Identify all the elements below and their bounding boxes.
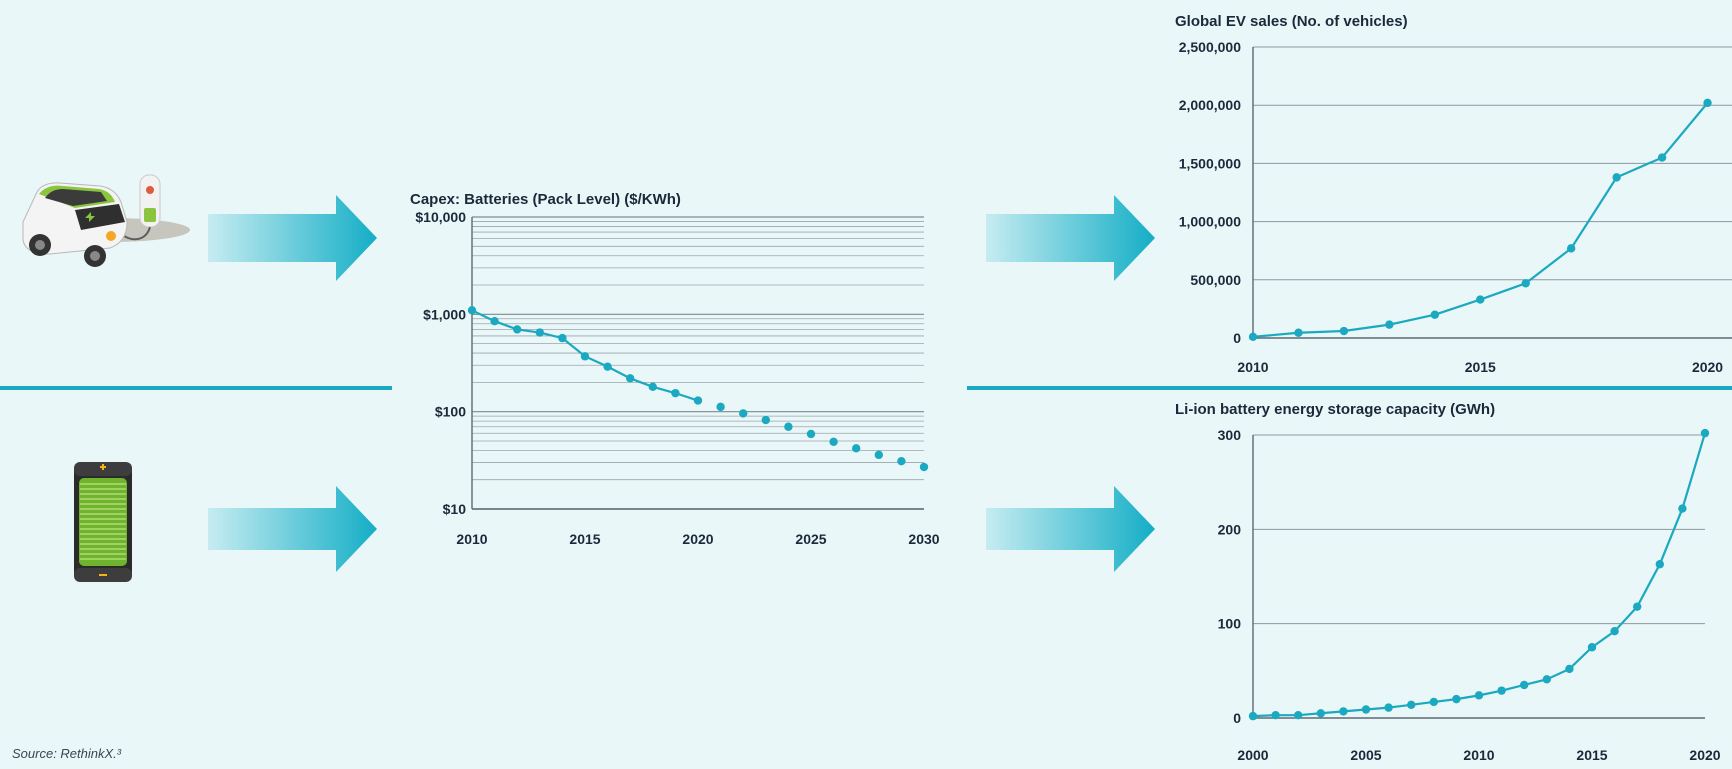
data-point <box>1565 664 1574 674</box>
data-point <box>1476 295 1485 304</box>
data-point <box>671 388 680 398</box>
data-point <box>1700 428 1710 438</box>
x-tick-label: 2010 <box>456 531 487 547</box>
data-point <box>1521 279 1530 288</box>
data-point <box>626 374 635 383</box>
data-point <box>1655 560 1664 569</box>
series-line <box>1252 432 1707 718</box>
data-point <box>1566 244 1576 253</box>
y-tick-label: 500,000 <box>1190 272 1241 288</box>
data-point <box>1703 98 1712 108</box>
x-tick-label: 2020 <box>682 531 713 547</box>
data-point <box>1430 310 1440 319</box>
y-tick-label: 200 <box>1218 521 1242 537</box>
data-point <box>761 415 770 425</box>
data-point <box>1248 711 1258 721</box>
data-point <box>558 333 567 343</box>
data-point <box>919 462 929 472</box>
data-point <box>467 306 477 315</box>
x-tick-label: 2010 <box>1463 747 1494 763</box>
data-point <box>1339 326 1349 336</box>
x-tick-label: 2020 <box>1692 359 1723 375</box>
data-point <box>1612 173 1621 182</box>
arrow-top-left <box>208 195 377 281</box>
data-point <box>897 456 906 466</box>
x-tick-label: 2015 <box>569 531 600 547</box>
y-tick-label: 100 <box>1218 616 1242 632</box>
y-tick-label: $10,000 <box>415 209 466 225</box>
data-point <box>852 444 861 453</box>
data-point <box>580 352 590 361</box>
x-tick-label: 2020 <box>1689 747 1720 763</box>
data-point <box>1452 694 1461 704</box>
arrow-bottom-left <box>208 486 377 572</box>
data-point <box>1294 710 1303 720</box>
data-point <box>693 396 703 405</box>
y-tick-label: 0 <box>1233 710 1241 726</box>
data-point <box>874 450 883 460</box>
y-tick-label: 300 <box>1218 427 1242 443</box>
battery-icon <box>74 462 132 582</box>
y-tick-label: 2,000,000 <box>1179 97 1241 113</box>
data-point <box>716 402 725 412</box>
x-tick-label: 2005 <box>1350 747 1381 763</box>
arrow-top-right <box>986 195 1155 281</box>
data-point <box>535 328 544 337</box>
chart-title: Li-ion battery energy storage capacity (… <box>1175 401 1495 418</box>
data-point <box>739 409 748 418</box>
li-ion-chart: Li-ion battery energy storage capacity (… <box>1175 401 1721 763</box>
data-point <box>603 362 612 371</box>
data-point <box>784 422 793 431</box>
data-point <box>1474 691 1484 700</box>
x-tick-label: 2025 <box>795 531 826 547</box>
capex-chart: Capex: Batteries (Pack Level) ($/KWh)$10… <box>410 191 940 547</box>
y-tick-label: $10 <box>443 501 467 517</box>
chart-title: Global EV sales (No. of vehicles) <box>1175 13 1408 30</box>
x-tick-label: 2015 <box>1576 747 1607 763</box>
data-point <box>1497 686 1506 695</box>
x-tick-label: 2000 <box>1237 747 1268 763</box>
x-tick-label: 2030 <box>908 531 939 547</box>
y-tick-label: 0 <box>1233 330 1241 346</box>
data-point <box>1429 697 1438 707</box>
data-point <box>490 317 499 326</box>
data-point <box>1294 328 1303 337</box>
data-point <box>1407 700 1416 709</box>
data-point <box>1633 602 1642 611</box>
y-tick-label: $100 <box>435 404 466 420</box>
data-point <box>1610 627 1619 636</box>
source-note: Source: RethinkX.³ <box>12 746 122 761</box>
ev-sales-chart: Global EV sales (No. of vehicles) 0 500,00… <box>1175 13 1732 375</box>
electric-car-charging-icon <box>22 174 190 267</box>
y-tick-label: $1,000 <box>423 306 466 322</box>
data-point <box>1542 675 1551 684</box>
data-point <box>1657 153 1667 162</box>
data-point <box>806 429 816 439</box>
x-tick-label: 2010 <box>1237 359 1268 375</box>
data-point <box>1678 504 1687 513</box>
data-point <box>648 382 657 392</box>
data-point <box>1587 643 1597 652</box>
data-point <box>1384 703 1393 712</box>
data-point <box>1248 332 1258 342</box>
data-point <box>1339 707 1348 716</box>
divider-right <box>967 386 1732 390</box>
divider-left <box>0 386 392 390</box>
data-point <box>1316 709 1325 718</box>
data-point <box>1385 320 1394 329</box>
y-tick-label: 2,500,000 <box>1179 39 1241 55</box>
data-point <box>1271 710 1280 720</box>
y-tick-label: 1,000,000 <box>1179 214 1241 230</box>
arrow-bottom-right <box>986 486 1155 572</box>
data-point <box>829 437 838 447</box>
data-point <box>1520 680 1529 690</box>
data-point <box>1361 705 1371 714</box>
data-point <box>513 325 522 334</box>
chart-title: Capex: Batteries (Pack Level) ($/KWh) <box>410 191 681 208</box>
x-tick-label: 2015 <box>1465 359 1496 375</box>
y-tick-label: 1,500,000 <box>1179 155 1241 171</box>
